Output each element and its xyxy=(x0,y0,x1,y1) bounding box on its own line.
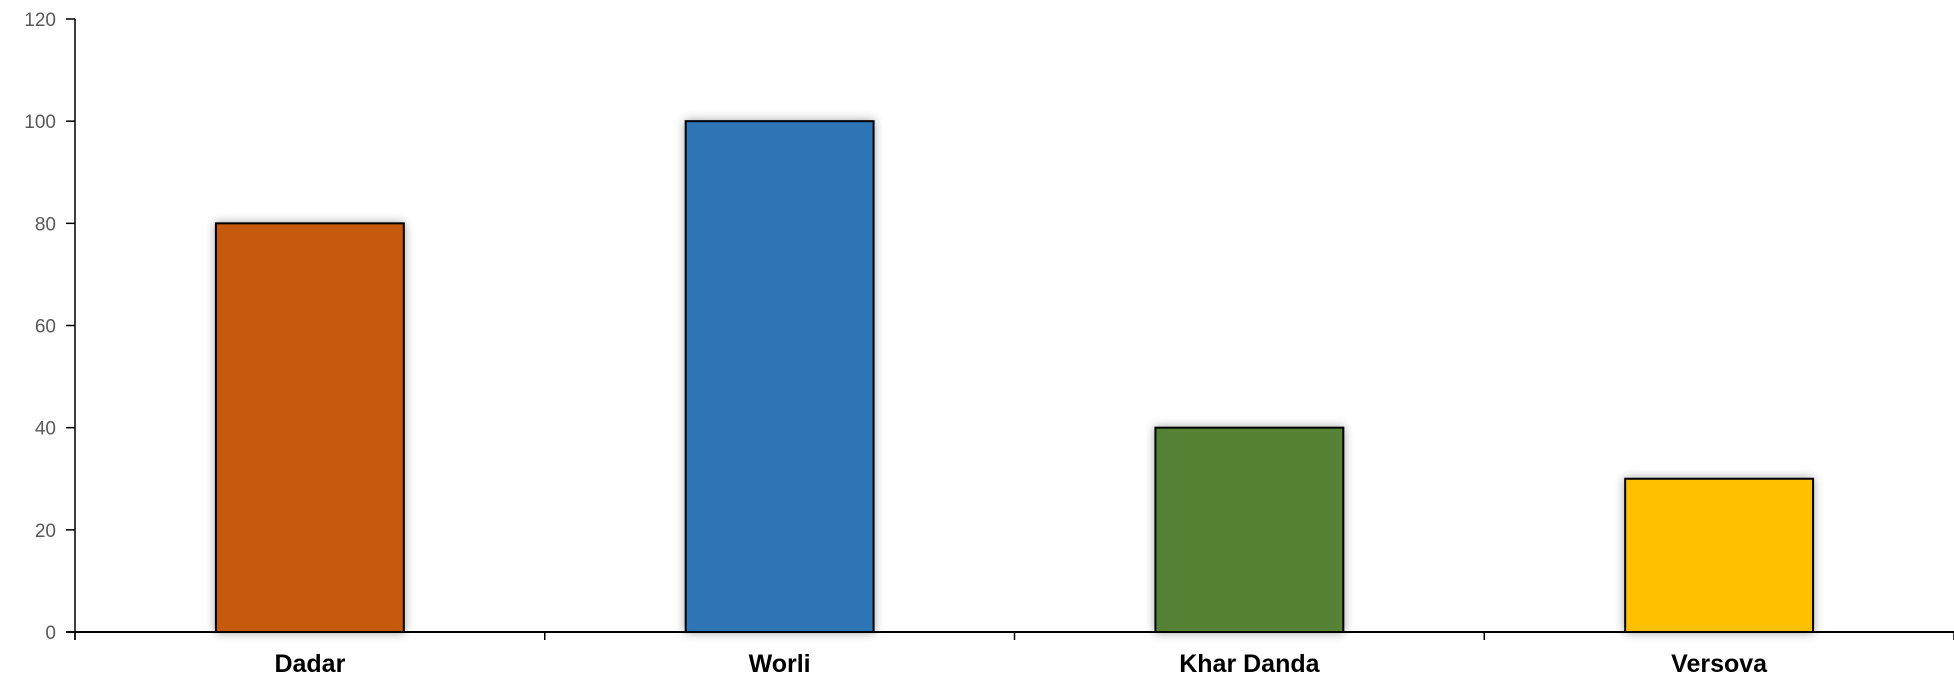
bar-versova xyxy=(1624,477,1815,633)
labels-layer: 0 20 40 60 80 100 120 Dadar Worli Khar Danda Verso… xyxy=(24,10,1768,678)
y-tick-label-20: 20 xyxy=(35,521,56,542)
x-tick-label-worli: Worli xyxy=(749,650,811,678)
bar-worli xyxy=(684,120,875,634)
axes-layer xyxy=(66,18,1954,640)
bar-khar-danda xyxy=(1154,426,1345,633)
y-tick-label-60: 60 xyxy=(35,317,56,338)
x-tick-label-dadar: Dadar xyxy=(274,650,345,678)
bar-dadar xyxy=(214,222,405,633)
y-tick-label-120: 120 xyxy=(24,10,56,31)
y-tick-label-0: 0 xyxy=(45,623,56,644)
y-tick-label-40: 40 xyxy=(35,419,56,440)
x-tick-label-khar-danda: Khar Danda xyxy=(1179,650,1320,678)
bars-layer xyxy=(214,120,1815,634)
x-tick-label-versova: Versova xyxy=(1671,650,1768,678)
y-tick-label-80: 80 xyxy=(35,214,56,235)
y-tick-label-100: 100 xyxy=(24,112,56,133)
